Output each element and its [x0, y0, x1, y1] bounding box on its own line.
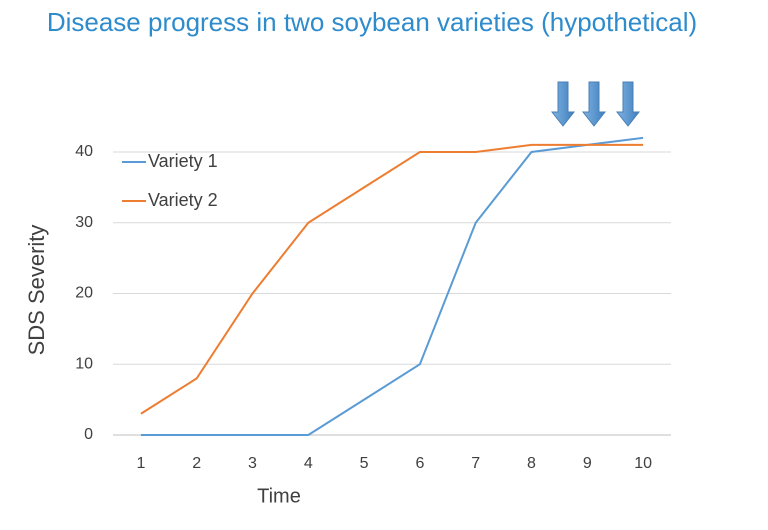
x-tick-label: 10 — [634, 455, 652, 472]
x-tick-label: 3 — [248, 455, 257, 472]
series-line — [140, 136, 644, 436]
y-axis-label: SDS Severity — [24, 225, 49, 356]
x-tick-label: 1 — [136, 455, 145, 472]
arrows — [550, 81, 641, 127]
legend-label: Variety 2 — [148, 190, 218, 210]
x-tick-label: 8 — [527, 455, 536, 472]
x-axis-label: Time — [257, 485, 301, 507]
series-line — [140, 143, 644, 415]
y-tick-label: 0 — [84, 426, 93, 443]
x-tick-label: 2 — [192, 455, 201, 472]
x-tick-label: 9 — [583, 455, 592, 472]
y-tick-label: 20 — [75, 285, 93, 302]
y-tick-label: 30 — [75, 214, 93, 231]
x-tick-label: 7 — [471, 455, 480, 472]
y-tick-label: 40 — [75, 143, 93, 160]
y-tick-label: 10 — [75, 355, 93, 372]
x-tick-label: 5 — [360, 455, 369, 472]
legend-label: Variety 1 — [148, 151, 218, 171]
x-tick-label: 4 — [304, 455, 313, 472]
x-tick-label: 6 — [415, 455, 424, 472]
chart-title: Disease progress in two soybean varietie… — [47, 7, 697, 37]
